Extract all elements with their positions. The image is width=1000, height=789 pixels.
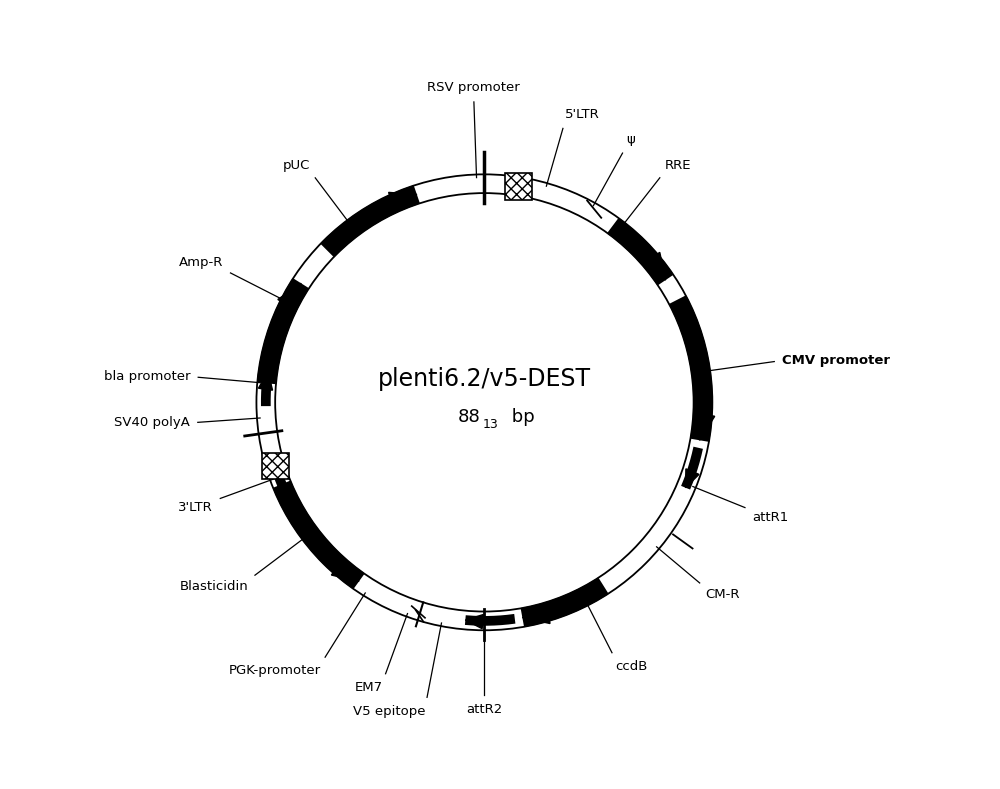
Bar [262,453,289,480]
Text: SV40 polyA: SV40 polyA [114,417,190,429]
Text: Amp-R: Amp-R [179,256,224,269]
Text: bla promoter: bla promoter [104,370,190,383]
Polygon shape [465,615,483,629]
Text: pUC: pUC [283,159,311,172]
Polygon shape [642,252,666,280]
Text: V5 epitope: V5 epitope [353,705,426,718]
Text: Blasticidin: Blasticidin [180,580,249,593]
Text: attR2: attR2 [466,703,503,716]
Text: ψ: ψ [626,133,635,146]
Polygon shape [278,283,301,311]
Text: bp: bp [506,408,535,426]
Text: PGK-promoter: PGK-promoter [229,664,321,677]
Text: CMV promoter: CMV promoter [782,354,890,367]
Text: 3'LTR: 3'LTR [178,501,213,514]
Text: ccdB: ccdB [616,660,648,673]
Text: plenti6.2/v5-DEST: plenti6.2/v5-DEST [378,367,591,391]
Text: EM7: EM7 [355,681,383,694]
Text: CM-R: CM-R [706,588,740,601]
Polygon shape [331,558,359,581]
Text: 13: 13 [483,418,499,431]
Text: RSV promoter: RSV promoter [427,81,520,94]
Polygon shape [258,372,273,391]
Text: RRE: RRE [665,159,691,172]
Polygon shape [686,469,699,488]
Text: attR1: attR1 [752,510,788,524]
Polygon shape [389,193,417,213]
Polygon shape [277,486,291,505]
Text: 88: 88 [458,408,480,426]
Polygon shape [694,413,715,440]
Text: 5'LTR: 5'LTR [565,108,600,121]
Polygon shape [522,603,550,623]
Bar [505,173,532,200]
